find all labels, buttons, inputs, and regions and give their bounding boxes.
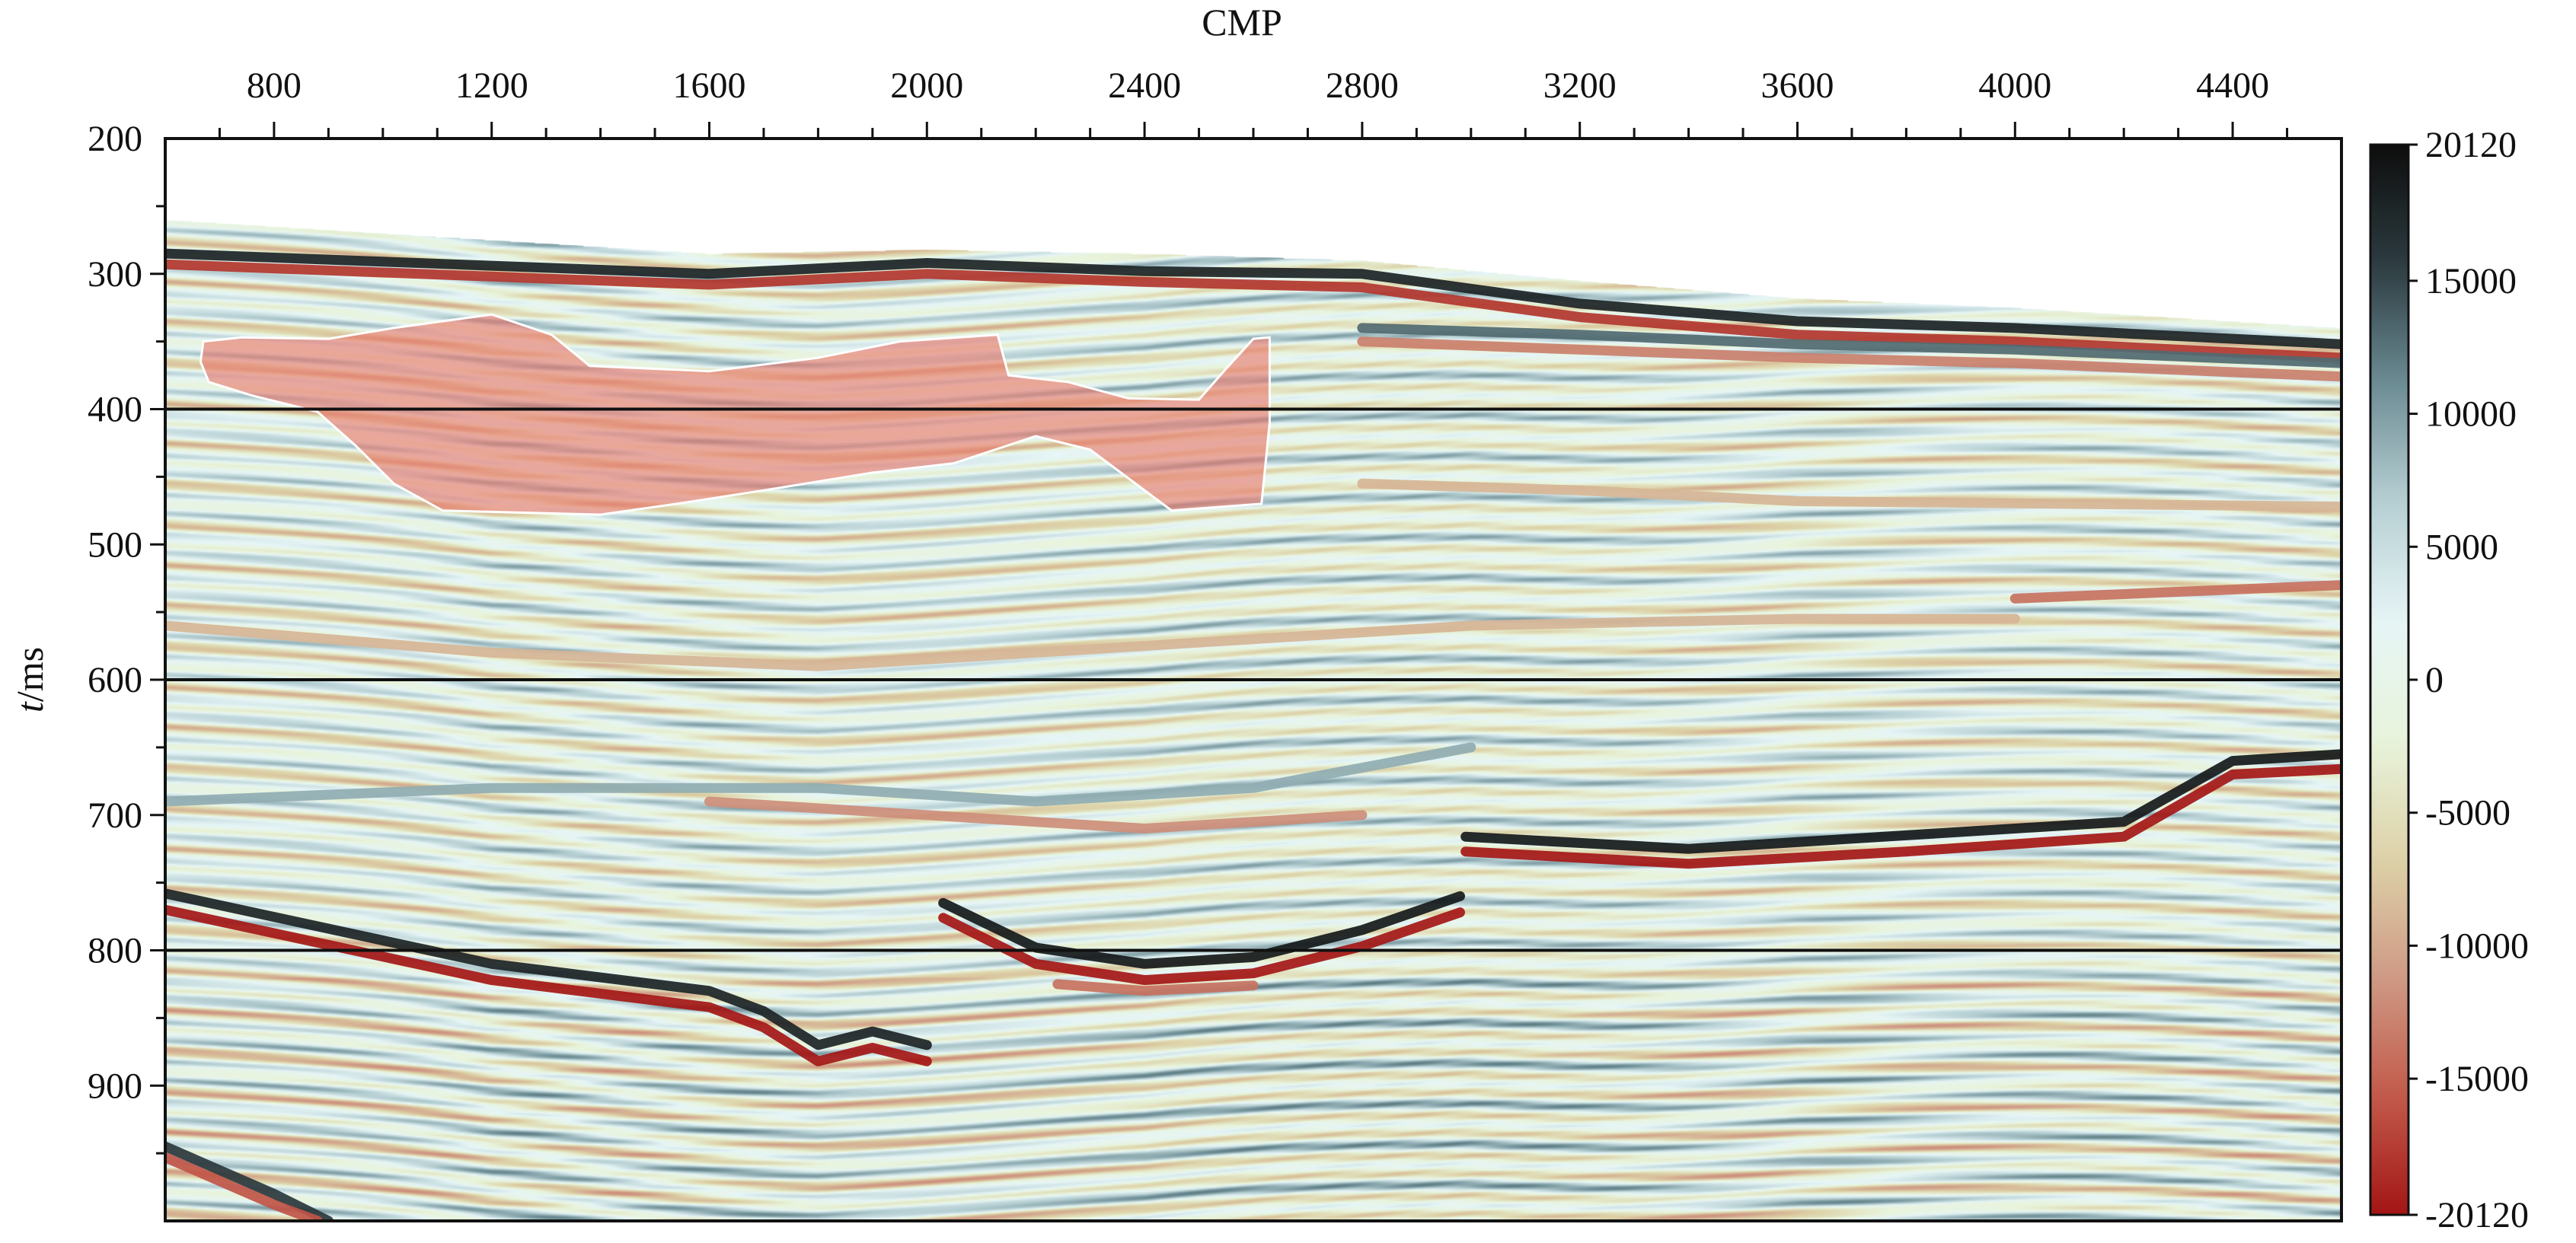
colorbar-tick-label: 5000: [2425, 527, 2498, 567]
reflector-horizon: [165, 904, 932, 1066]
y-axis-title-unit: /ms: [8, 647, 51, 702]
y-axis-title-variable: t: [8, 701, 51, 712]
reflector-horizons: [165, 248, 2341, 1221]
reflector-horizon: [1052, 979, 1259, 996]
x-tick-label: 1200: [455, 65, 528, 106]
reflector-horizon: [165, 888, 932, 1050]
colorbar-tick-label: -15000: [2425, 1059, 2529, 1099]
reflector-horizon: [1357, 478, 2341, 512]
x-tick-label: 2800: [1326, 65, 1399, 106]
colorbar-tick-label: 20120: [2425, 125, 2517, 165]
colorbar: 20120 15000 10000 5000 0 -5000 -10000 -15000 -20…: [2369, 125, 2529, 1235]
reflector-horizon: [938, 891, 1465, 969]
reflector-horizon: [165, 1141, 334, 1221]
y-tick-label: 500: [88, 524, 142, 565]
horizontal-reference-lines: [165, 407, 2341, 952]
colorbar-tick-label: -20120: [2425, 1195, 2529, 1235]
reflector-horizon: [165, 1152, 323, 1221]
x-tick-label: 1600: [673, 65, 746, 106]
y-axis: 200 300 400 500 600 700 800 900: [88, 119, 165, 1155]
colorbar-tick-label: 15000: [2425, 261, 2517, 301]
reflector-horizon: [165, 742, 1476, 807]
x-tick-label: 3200: [1543, 65, 1617, 106]
colorbar-tick-label: -5000: [2425, 793, 2511, 833]
reflector-horizon: [1357, 336, 2341, 382]
colorbar-tick-label: 10000: [2425, 394, 2517, 435]
x-tick-label: 3600: [1761, 65, 1834, 106]
reflector-horizon: [2009, 580, 2341, 604]
colorbar-tick-label: -10000: [2425, 926, 2529, 966]
colorbar-tick-label: 0: [2425, 660, 2444, 700]
highlighted-region: [199, 313, 1271, 516]
x-axis: 800 1200 1600 2000 2400 2800 3200 3600 4000 4400: [218, 65, 2289, 139]
reflector-horizon: [165, 248, 2341, 349]
y-tick-label: 800: [88, 931, 142, 971]
reflector-horizon: [165, 614, 2020, 671]
reflector-horizon: [1460, 749, 2341, 854]
reflector-horizon: [165, 259, 2341, 363]
x-axis-title: CMP: [1202, 1, 1282, 43]
colorbar-gradient: [2369, 143, 2410, 1216]
y-tick-label: 700: [88, 795, 142, 836]
colorbar-ticks: 20120 15000 10000 5000 0 -5000 -10000 -15000 -20…: [2408, 125, 2529, 1235]
x-tick-label: 4400: [2196, 65, 2269, 106]
y-tick-label: 900: [88, 1066, 142, 1106]
x-tick-label: 800: [247, 65, 302, 106]
y-tick-label: 600: [88, 660, 142, 700]
y-tick-label: 200: [88, 119, 142, 159]
reflector-horizon: [1460, 763, 2341, 869]
reflector-horizon: [1357, 323, 2341, 368]
reflector-horizon: [938, 907, 1465, 986]
y-tick-label: 300: [88, 254, 142, 295]
x-tick-label: 4000: [1978, 65, 2051, 106]
reflector-horizon: [704, 796, 1368, 833]
x-tick-label: 2000: [890, 65, 963, 106]
x-tick-label: 2400: [1108, 65, 1181, 106]
y-axis-title: t/ms: [8, 647, 51, 712]
y-tick-label: 400: [88, 390, 142, 430]
water-column: [165, 139, 2341, 328]
